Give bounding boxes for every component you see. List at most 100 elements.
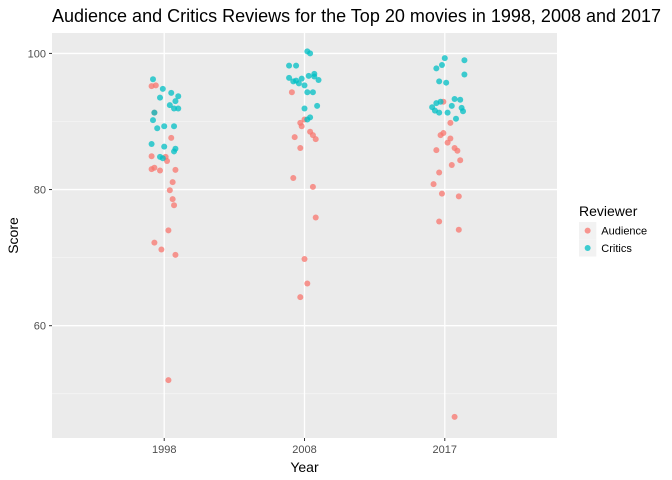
audience-point	[444, 139, 451, 146]
y-axis-title: Score	[5, 217, 21, 254]
legend-title: Reviewer	[579, 203, 638, 219]
critics-point	[305, 72, 312, 79]
critics-point	[171, 148, 178, 155]
critics-point	[168, 89, 175, 96]
critics-point	[286, 62, 293, 69]
audience-point	[171, 202, 178, 209]
critics-point	[154, 125, 161, 132]
critics-point	[433, 65, 440, 72]
y-tick-label: 60	[34, 321, 46, 333]
critics-point	[436, 109, 443, 116]
audience-point	[298, 123, 305, 130]
audience-point	[301, 255, 308, 262]
audience-point	[148, 153, 155, 160]
audience-point	[151, 239, 158, 246]
critics-point	[436, 78, 443, 85]
critics-point	[304, 116, 311, 123]
critics-point	[311, 73, 318, 80]
critics-point	[295, 80, 302, 87]
critics-point	[304, 89, 311, 96]
critics-point	[298, 75, 305, 82]
critics-point	[171, 105, 178, 112]
critics-point	[161, 123, 168, 130]
audience-point	[165, 377, 172, 384]
audience-point	[166, 187, 173, 194]
critics-point	[150, 117, 156, 124]
audience-point	[169, 196, 176, 203]
legend-items: Audience Critics	[579, 222, 647, 257]
critics-point	[461, 71, 468, 78]
audience-point	[165, 227, 172, 234]
audience-point	[451, 413, 458, 420]
audience-point	[172, 251, 179, 258]
critics-point	[309, 89, 316, 96]
critics-point	[151, 109, 158, 116]
critics-point	[161, 143, 168, 150]
critics-point	[315, 76, 322, 83]
audience-point	[151, 164, 158, 171]
legend-label-critics: Critics	[601, 243, 632, 255]
audience-point	[455, 193, 462, 200]
critics-point	[460, 108, 467, 115]
critics-point	[441, 55, 448, 62]
audience-point	[290, 174, 297, 181]
critics-point	[286, 74, 293, 81]
y-tick-label: 100	[28, 48, 46, 60]
chart-title: Audience and Critics Reviews for the Top…	[52, 6, 661, 26]
x-tick-label: 2008	[292, 444, 316, 456]
critics-point	[159, 85, 166, 92]
y-axis: 60 80 100	[28, 48, 52, 333]
critics-point	[444, 109, 451, 116]
critics-point	[448, 102, 455, 109]
legend: Reviewer Audience Critics	[579, 203, 647, 257]
critics-point	[438, 61, 445, 68]
audience-point	[455, 226, 462, 233]
audience-point	[309, 183, 316, 190]
audience-point	[447, 119, 454, 126]
data-points	[148, 48, 468, 420]
critics-point	[171, 123, 178, 130]
critics-point	[307, 50, 314, 57]
audience-point	[288, 89, 295, 96]
critics-point	[457, 96, 464, 103]
critics-point	[293, 62, 300, 69]
critics-point	[290, 78, 297, 85]
audience-point	[291, 134, 298, 141]
audience-point	[297, 145, 304, 152]
critics-point	[150, 76, 156, 83]
critics-point	[166, 102, 173, 109]
audience-point	[440, 130, 447, 137]
audience-point	[172, 166, 179, 173]
x-tick-label: 1998	[152, 444, 176, 456]
audience-point	[158, 246, 165, 253]
audience-point	[430, 181, 437, 188]
audience-point	[312, 136, 319, 143]
x-tick-label: 2017	[433, 444, 457, 456]
legend-swatch-audience	[584, 227, 591, 234]
critics-point	[461, 57, 468, 64]
audience-point	[457, 157, 464, 164]
critics-point	[175, 93, 182, 100]
x-axis-title: Year	[290, 459, 319, 475]
y-tick-label: 80	[34, 185, 46, 197]
critics-point	[157, 94, 164, 101]
critics-point	[314, 102, 321, 109]
critics-point	[148, 140, 155, 147]
critics-point	[301, 82, 308, 89]
audience-point	[312, 214, 319, 221]
critics-point	[443, 79, 450, 86]
critics-point	[433, 100, 440, 107]
audience-point	[297, 294, 304, 301]
audience-point	[448, 162, 455, 169]
audience-point	[157, 167, 164, 174]
audience-point	[438, 190, 445, 197]
critics-point	[453, 115, 459, 122]
x-axis: 1998 2008 2017	[152, 438, 457, 456]
audience-point	[454, 147, 461, 154]
audience-point	[304, 280, 311, 287]
legend-swatch-critics	[584, 244, 591, 251]
audience-point	[433, 147, 440, 154]
audience-point	[168, 134, 175, 141]
legend-label-audience: Audience	[601, 226, 647, 238]
